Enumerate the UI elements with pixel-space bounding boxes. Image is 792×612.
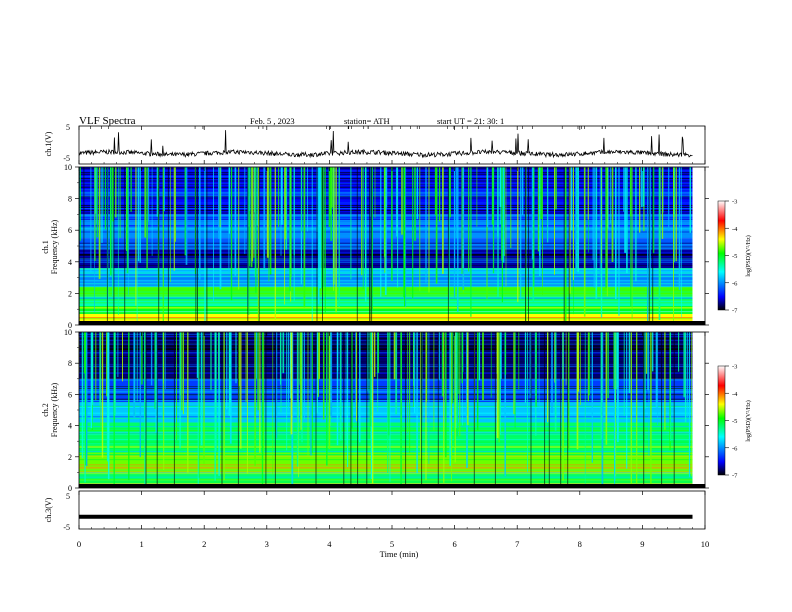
ch2-spectrogram-panel: 0 2 4 6 8 10 ch.2 Frequency (kHz)	[41, 328, 709, 493]
ch1-waveform-ylabel: ch.1(V)	[44, 131, 53, 156]
time-tick-label: 6	[452, 539, 456, 549]
figure-title: VLF Spectra	[79, 115, 136, 127]
ch1-colorbar-label: log(PSD)(V²/Hz)	[745, 235, 752, 276]
ch1-ytick-bottom: -5	[63, 154, 70, 163]
time-tick-label: 3	[265, 539, 269, 549]
freq-tick-label: 4	[68, 422, 72, 431]
ch1-waveform-line	[78, 130, 693, 159]
time-tick-label: 10	[701, 539, 710, 549]
colorbar-tick-label: -7	[732, 308, 738, 315]
ch1-spectrogram-ylabel-frequency: Frequency (kHz)	[50, 219, 59, 274]
start-time-label: start UT = 21: 30: 1	[437, 116, 504, 126]
colorbar-tick-label: -5	[732, 253, 737, 260]
ch1-ytick-top: 5	[66, 123, 70, 132]
ch2-colorbar: -3 -4 -5 -6 -7 log(PSD)(V²/Hz)	[717, 364, 752, 480]
time-tick-label: 4	[327, 539, 332, 549]
colorbar-tick-label: -6	[732, 280, 738, 287]
colorbar-tick-label: -4	[732, 226, 738, 233]
ch1-waveform-frame	[78, 125, 706, 165]
spectrogram-band	[79, 472, 693, 484]
spectrogram-band	[79, 296, 693, 307]
freq-tick-label: 10	[64, 328, 72, 337]
station-label: station= ATH	[344, 116, 390, 126]
ch3-waveform-frame	[78, 490, 706, 530]
ch3-ytick-top: 5	[66, 492, 70, 501]
ch2-colorbar-gradient	[717, 365, 726, 476]
ch1-waveform-panel: 5 -5 ch.1(V)	[44, 123, 706, 165]
colorbar-tick-label: -5	[732, 418, 737, 425]
ch1-colorbar-gradient	[717, 200, 726, 311]
ch1-colorbar: -3 -4 -5 -6 -7 log(PSD)(V²/Hz)	[717, 199, 752, 315]
colorbar-tick-label: -3	[732, 199, 737, 206]
time-tick-label: 8	[578, 539, 582, 549]
ch2-spectrogram-image	[78, 332, 705, 488]
colorbar-tick-label: -6	[732, 445, 738, 452]
time-axis: 0 1 2 3 4 5 6 7 8 9 10	[77, 126, 709, 549]
ch1-spectrogram-panel: 0 2 4 6 8 10 ch.1 Frequency (kHz)	[41, 163, 709, 330]
freq-tick-label: 2	[68, 289, 72, 298]
time-tick-label: 1	[139, 539, 143, 549]
freq-tick-label: 6	[68, 390, 72, 399]
colorbar-tick-label: -7	[732, 473, 738, 480]
time-axis-label: Time (min)	[380, 549, 419, 559]
freq-tick-label: 4	[68, 258, 72, 267]
spectrogram-band	[79, 306, 693, 314]
time-tick-label: 2	[202, 539, 206, 549]
date-label: Feb. 5 , 2023	[250, 116, 295, 126]
ch3-waveform-ylabel: ch.3(V)	[44, 497, 53, 522]
ch2-spectrogram-ylabel-channel: ch.2	[41, 403, 50, 417]
ch2-spectrogram-ylabel-frequency: Frequency (kHz)	[50, 382, 59, 437]
colorbar-tick-label: -3	[732, 364, 737, 371]
time-tick-label: 5	[390, 539, 394, 549]
freq-tick-label: 10	[64, 163, 72, 172]
ch1-spectrogram-ylabel-channel: ch.1	[41, 240, 50, 254]
freq-tick-label: 2	[68, 453, 72, 462]
freq-tick-label: 8	[68, 359, 72, 368]
time-tick-label: 7	[515, 539, 519, 549]
time-tick-label: 0	[77, 539, 81, 549]
ch1-spectrogram-image	[78, 167, 705, 325]
time-tick-label: 9	[640, 539, 644, 549]
freq-tick-label: 0	[68, 484, 72, 493]
ch3-ytick-bottom: -5	[63, 523, 70, 532]
ch2-colorbar-label: log(PSD)(V²/Hz)	[745, 400, 752, 441]
freq-tick-label: 0	[68, 321, 72, 330]
freq-tick-label: 8	[68, 195, 72, 204]
ch3-waveform-panel: 5 -5 ch.3(V)	[44, 490, 706, 532]
freq-tick-label: 6	[68, 226, 72, 235]
colorbar-tick-label: -4	[732, 391, 738, 398]
